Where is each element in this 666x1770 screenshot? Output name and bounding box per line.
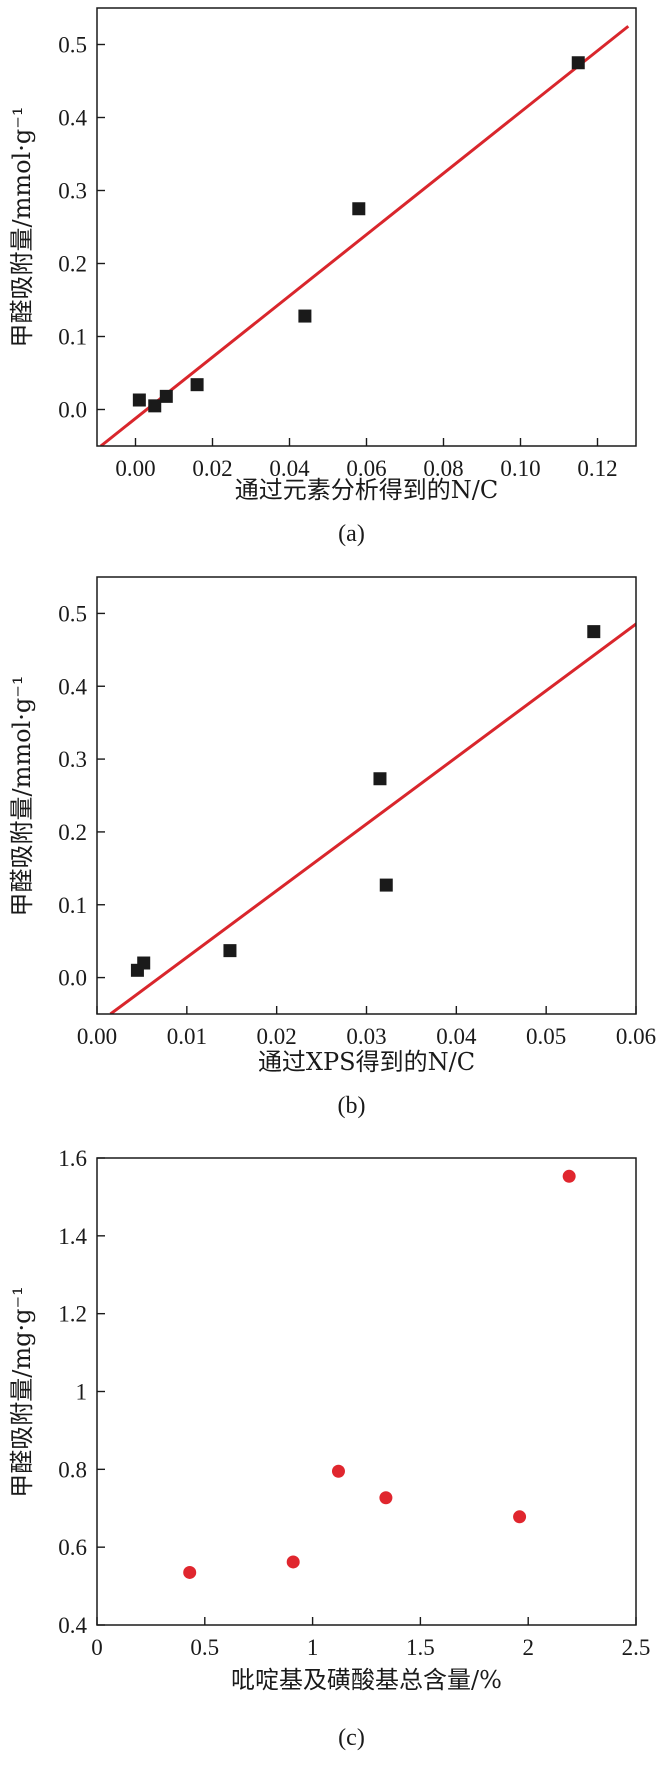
x-tick-label: 0.02 [257,1024,297,1049]
x-tick-label: 0.00 [115,456,155,481]
y-tick-label: 1.2 [58,1302,87,1327]
y-tick-label: 0.4 [58,106,87,131]
y-axis-title: 甲醛吸附量/mg·g⁻¹ [8,1286,36,1498]
y-axis-title: 甲醛吸附量/mmol·g⁻¹ [8,106,36,347]
x-tick-label: 0.12 [577,456,617,481]
x-tick-label: 0.04 [269,456,310,481]
plot-frame [96,1157,637,1626]
x-tick-label: 2.5 [622,1635,651,1660]
y-tick-label: 0.3 [58,179,87,204]
y-tick-label: 0.1 [58,893,87,918]
y-tick-label: 0.2 [58,252,87,277]
data-point-3 [223,944,237,958]
x-tick-label: 0.04 [436,1024,477,1049]
panel-label: (c) [338,1725,365,1751]
x-tick-label: 0 [91,1635,103,1660]
data-point-4 [190,378,204,392]
data-point-5 [298,309,312,323]
x-tick-label: 0.5 [190,1635,219,1660]
data-point-2 [286,1555,300,1569]
chart-panel-c: 0 0.5 1 1.5 2 2.5 0.4 0.6 0.8 1 1.2 1.4 1.6 吡啶基及磺酸基总含… [8,1146,650,1751]
data-point-1 [132,393,146,407]
x-tick-label: 0.00 [77,1024,117,1049]
y-tick-label: 0.3 [58,747,87,772]
fit-line [109,622,636,1014]
data-point-6 [352,202,366,216]
y-tick-label: 0.5 [58,33,87,58]
x-tick-label: 2 [522,1635,534,1660]
data-point-3 [159,389,173,403]
fit-line [99,25,630,446]
plot-frame [96,7,637,447]
data-point-1 [183,1565,197,1579]
y-tick-label: 0.6 [58,1535,87,1560]
x-tick-label: 0.01 [167,1024,207,1049]
x-tick-label: 0.03 [346,1024,386,1049]
y-tick-label: 0.5 [58,601,87,626]
data-point-6 [587,625,601,639]
y-tick-label: 1.6 [58,1146,87,1171]
y-tick-label: 1.4 [58,1224,87,1249]
x-axis-title: 通过XPS得到的N/C [258,1048,475,1076]
y-tick-label: 0.1 [58,325,87,350]
x-tick-label: 0.02 [192,456,232,481]
data-point-2 [137,956,151,970]
data-point-5 [379,878,393,892]
panel-label: (b) [338,1093,366,1119]
data-point-7 [571,56,585,70]
x-tick-label: 0.06 [616,1024,656,1049]
y-tick-label: 1 [76,1380,88,1405]
chart-panel-a: 0.00 0.02 0.04 0.06 0.08 0.10 0.12 0.0 0.1 0.2 0.3… [8,7,637,547]
x-tick-label: 1.5 [406,1635,435,1660]
x-tick-label: 0.08 [423,456,463,481]
plot-frame [96,576,637,1015]
x-axis-title: 通过元素分析得到的N/C [235,476,498,504]
y-tick-label: 0.0 [58,966,87,991]
y-tick-label: 0.0 [58,398,87,423]
x-axis-title: 吡啶基及磺酸基总含量/% [231,1666,502,1694]
y-tick-label: 0.4 [58,674,87,699]
y-axis-title: 甲醛吸附量/mmol·g⁻¹ [8,675,36,916]
x-tick-label: 1 [307,1635,319,1660]
data-point-5 [513,1510,527,1524]
x-tick-label: 0.06 [346,456,386,481]
x-tick-label: 0.10 [500,456,540,481]
y-tick-label: 0.4 [58,1613,87,1638]
data-point-2 [148,399,162,413]
chart-panel-b: 0.00 0.01 0.02 0.03 0.04 0.05 0.06 0.0 0.1 0.2 0.3… [8,576,656,1119]
x-tick-label: 0.05 [526,1024,566,1049]
y-tick-label: 0.2 [58,820,87,845]
y-tick-label: 0.8 [58,1457,87,1482]
data-point-4 [379,1491,393,1505]
data-point-3 [331,1464,345,1478]
data-point-4 [373,772,387,786]
panel-label: (a) [338,521,365,547]
data-point-6 [562,1169,576,1183]
